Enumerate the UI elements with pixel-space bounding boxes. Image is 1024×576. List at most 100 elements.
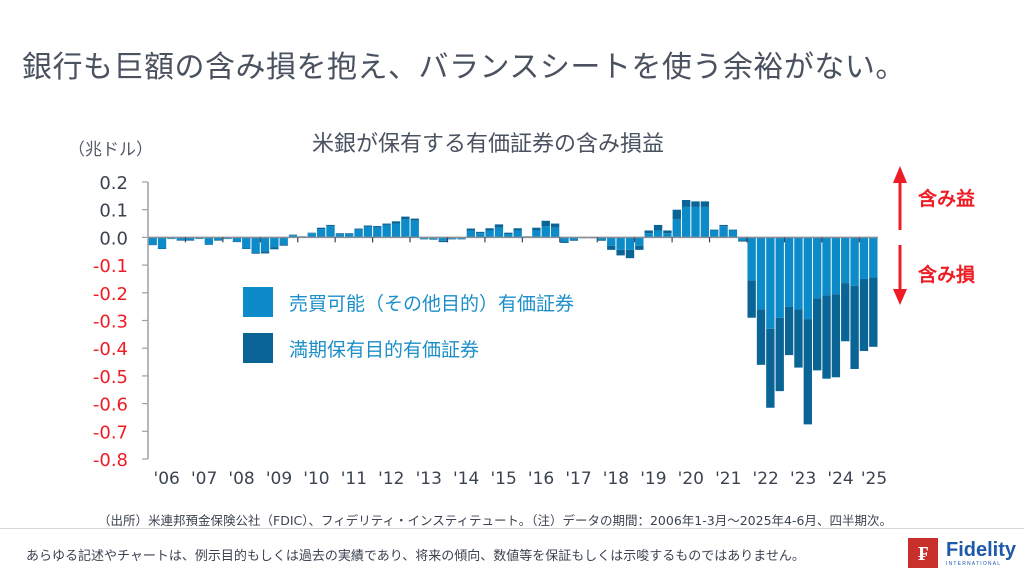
bar-htm xyxy=(672,209,681,220)
bar-afs xyxy=(616,237,625,250)
bar-htm xyxy=(429,238,438,240)
stacked-bar-chart: 0.2 0.1 0.0 -0.1 -0.2 -0.3 -0.4 -0.5 -0.6 -0.7 -0.… xyxy=(93,166,907,489)
y-tick-label: -0.2 xyxy=(93,284,128,305)
bar-afs xyxy=(803,237,812,320)
bar-afs xyxy=(822,237,831,296)
bar-htm xyxy=(391,221,401,224)
bar-afs xyxy=(738,237,747,241)
bar-afs xyxy=(663,233,672,238)
source-note: （出所）米連邦預金保険公社（FDIC）、フィデリティ・インスティテュート。（注）… xyxy=(98,513,892,528)
bar-afs xyxy=(607,237,616,246)
bar-htm xyxy=(373,226,382,228)
x-tick-label: '07 xyxy=(191,469,217,489)
bar-afs xyxy=(363,226,373,238)
bar-htm xyxy=(419,238,429,240)
bar-htm xyxy=(157,248,167,250)
x-tick-label: '25 xyxy=(861,469,887,489)
y-tick-label: -0.6 xyxy=(93,395,128,416)
x-tick-label: '08 xyxy=(228,469,254,489)
bar-htm xyxy=(625,249,635,259)
bar-htm xyxy=(279,244,288,246)
bar-htm xyxy=(644,230,653,234)
bar-afs xyxy=(185,237,195,241)
logo-name: Fidelity xyxy=(946,538,1017,561)
chart-title: 米銀が保有する有価証券の含み損益 xyxy=(312,132,665,157)
bar-htm xyxy=(700,201,710,207)
bar-htm xyxy=(363,225,373,227)
bar-htm xyxy=(728,229,738,231)
bar-afs xyxy=(157,237,167,249)
bar-htm xyxy=(176,240,185,241)
gain-annotation: 含み益 xyxy=(918,188,976,210)
bar-htm xyxy=(354,228,363,230)
bar-htm xyxy=(214,240,223,241)
x-tick-label: '21 xyxy=(715,469,741,489)
bar-afs xyxy=(148,237,157,245)
x-tick-label: '16 xyxy=(528,469,554,489)
bar-htm xyxy=(766,328,775,408)
x-tick-label: '22 xyxy=(753,469,779,489)
bar-afs xyxy=(466,230,476,238)
bar-htm xyxy=(438,240,447,243)
bar-htm xyxy=(522,236,532,237)
x-tick-label: '17 xyxy=(565,469,591,489)
bar-afs xyxy=(288,235,298,238)
bar-afs xyxy=(391,223,401,238)
x-tick-label: '15 xyxy=(490,469,516,489)
bar-htm xyxy=(447,238,457,240)
bar-afs xyxy=(494,227,504,238)
bar-afs xyxy=(242,237,251,249)
bar-htm xyxy=(738,240,747,242)
bar-htm xyxy=(747,280,756,318)
bar-htm xyxy=(691,201,700,207)
bar-htm xyxy=(326,224,335,227)
bar-htm xyxy=(504,232,513,235)
bar-htm xyxy=(869,277,878,347)
bar-htm xyxy=(232,241,242,243)
bar-htm xyxy=(148,244,157,246)
footer-divider xyxy=(0,528,1024,529)
y-tick-label: -0.5 xyxy=(93,367,128,388)
legend-swatch-htm xyxy=(243,333,273,363)
bar-afs xyxy=(214,237,223,241)
bar-htm xyxy=(316,227,326,230)
bar-afs xyxy=(691,206,700,238)
loss-annotation: 含み損 xyxy=(918,264,976,286)
bar-htm xyxy=(550,223,560,228)
bar-htm xyxy=(401,216,410,220)
bar-htm xyxy=(242,248,251,250)
bar-afs xyxy=(747,237,756,281)
bar-htm xyxy=(251,252,260,254)
bar-htm xyxy=(616,249,625,256)
bar-afs xyxy=(504,234,513,238)
bar-htm xyxy=(775,317,784,392)
bar-afs xyxy=(260,237,270,252)
bar-afs xyxy=(850,237,859,286)
chart-legend: 売買可能（その他目的）有価証券 満期保有目的有価証券 xyxy=(243,287,574,379)
x-tick-label: '24 xyxy=(827,469,853,489)
y-tick-label: -0.8 xyxy=(93,450,128,471)
bar-afs xyxy=(831,237,841,295)
bar-afs xyxy=(794,237,803,310)
x-tick-label: '09 xyxy=(266,469,292,489)
bar-htm xyxy=(532,227,541,231)
bar-htm xyxy=(597,239,607,241)
x-tick-label: '20 xyxy=(678,469,704,489)
bar-afs xyxy=(859,237,869,279)
bar-afs xyxy=(335,234,345,238)
bar-afs xyxy=(710,230,719,238)
bar-afs xyxy=(784,237,794,307)
bar-afs xyxy=(476,233,485,238)
y-tick-label: -0.7 xyxy=(93,422,128,443)
bar-htm xyxy=(841,283,850,342)
bar-htm xyxy=(859,278,869,351)
bar-htm xyxy=(260,251,270,254)
y-axis-unit-label: （兆ドル） xyxy=(68,140,153,160)
bar-afs xyxy=(326,226,335,238)
bar-afs xyxy=(438,237,447,241)
bar-afs xyxy=(485,230,494,238)
bar-afs xyxy=(644,233,653,238)
bar-afs xyxy=(719,226,728,238)
bar-htm xyxy=(681,200,691,207)
bar-afs xyxy=(672,219,681,238)
